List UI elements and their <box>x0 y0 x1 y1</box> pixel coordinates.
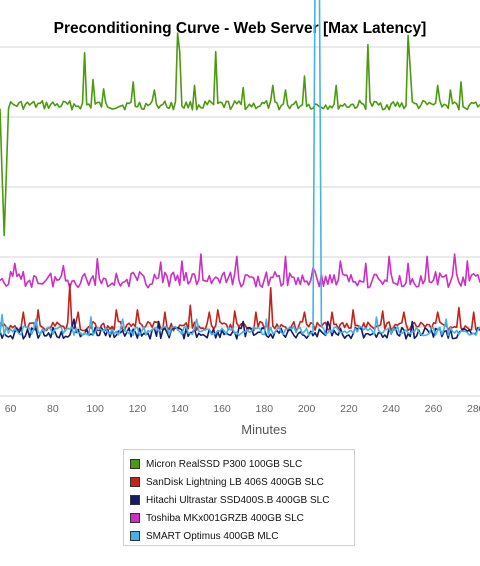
legend: Micron RealSSD P300 100GB SLC SanDisk Li… <box>123 449 355 546</box>
series-line <box>0 283 480 332</box>
x-tick-label: 140 <box>171 403 189 415</box>
x-tick-label: 240 <box>382 403 400 415</box>
legend-item[interactable]: Hitachi Ultrastar SSD400S.B 400GB SLC <box>130 493 329 507</box>
x-tick-label: 260 <box>425 403 443 415</box>
x-tick-label: 160 <box>213 403 231 415</box>
legend-item[interactable]: SMART Optimus 400GB MLC <box>130 529 278 543</box>
x-tick-label: 80 <box>47 403 59 415</box>
legend-item[interactable]: SanDisk Lightning LB 406S 400GB SLC <box>130 475 324 489</box>
x-tick-label: 100 <box>86 403 104 415</box>
legend-label: Hitachi Ultrastar SSD400S.B 400GB SLC <box>146 494 330 506</box>
x-tick-label: 180 <box>256 403 274 415</box>
series-line <box>0 318 480 340</box>
series-line <box>0 0 480 337</box>
series-line <box>0 32 480 237</box>
legend-swatch <box>130 459 140 469</box>
x-tick-label: 60 <box>5 403 17 415</box>
legend-label: Micron RealSSD P300 100GB SLC <box>146 458 303 470</box>
legend-swatch <box>130 531 140 541</box>
legend-label: SMART Optimus 400GB MLC <box>146 530 279 542</box>
chart-title: Preconditioning Curve - Web Server [Max … <box>53 20 427 37</box>
x-tick-label: 200 <box>298 403 316 415</box>
legend-item[interactable]: Toshiba MKx001GRZB 400GB SLC <box>130 511 304 525</box>
legend-swatch <box>130 477 140 487</box>
legend-label: Toshiba MKx001GRZB 400GB SLC <box>146 512 304 524</box>
series-line <box>0 253 480 289</box>
x-tick-label: 280 <box>467 403 480 415</box>
legend-swatch <box>130 513 140 523</box>
x-tick-label: 220 <box>340 403 358 415</box>
legend-label: SanDisk Lightning LB 406S 400GB SLC <box>146 476 324 488</box>
legend-swatch <box>130 495 140 505</box>
legend-item[interactable]: Micron RealSSD P300 100GB SLC <box>130 457 302 471</box>
x-axis-label: Minutes <box>241 422 287 437</box>
x-tick-label: 120 <box>129 403 147 415</box>
